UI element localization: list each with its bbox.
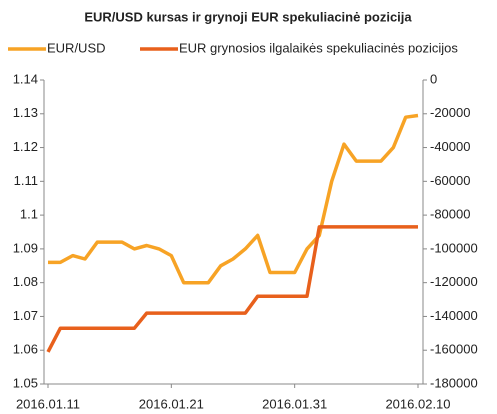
y2-tick-label: -100000: [430, 240, 478, 255]
y-tick-label: 1.1: [20, 207, 38, 222]
x-tick-label: 2016.02.10: [385, 396, 450, 411]
x-tick-label: 2016.01.21: [139, 396, 204, 411]
y-tick-label: 1.07: [13, 308, 38, 323]
x-tick-label: 2016.01.31: [262, 396, 327, 411]
y2-tick-label: -40000: [430, 139, 470, 154]
chart-title: EUR/USD kursas ir grynoji EUR spekuliaci…: [84, 9, 412, 24]
y-tick-label: 1.13: [13, 105, 38, 120]
y2-tick-label: -120000: [430, 274, 478, 289]
legend-label: EUR/USD: [47, 40, 106, 55]
y-tick-label: 1.08: [13, 274, 38, 289]
y-tick-label: 1.05: [13, 375, 38, 390]
y2-tick-label: -60000: [430, 173, 470, 188]
y2-tick-label: -180000: [430, 375, 478, 390]
y2-tick-label: -140000: [430, 308, 478, 323]
y-tick-label: 1.12: [13, 139, 38, 154]
y-tick-label: 1.09: [13, 240, 38, 255]
x-tick-label: 2016.01.11: [16, 396, 80, 411]
y2-tick-label: 0: [430, 71, 437, 86]
y2-tick-label: -20000: [430, 105, 470, 120]
y-tick-label: 1.06: [13, 342, 38, 357]
y-tick-label: 1.11: [14, 173, 38, 188]
series-line: [48, 113, 419, 285]
series-line: [46, 225, 418, 353]
y2-tick-label: -160000: [430, 342, 478, 357]
legend-label: EUR grynosios ilgalaikės spekuliacinės p…: [179, 40, 458, 55]
y2-tick-label: -80000: [430, 207, 470, 222]
y-tick-label: 1.14: [13, 71, 38, 86]
